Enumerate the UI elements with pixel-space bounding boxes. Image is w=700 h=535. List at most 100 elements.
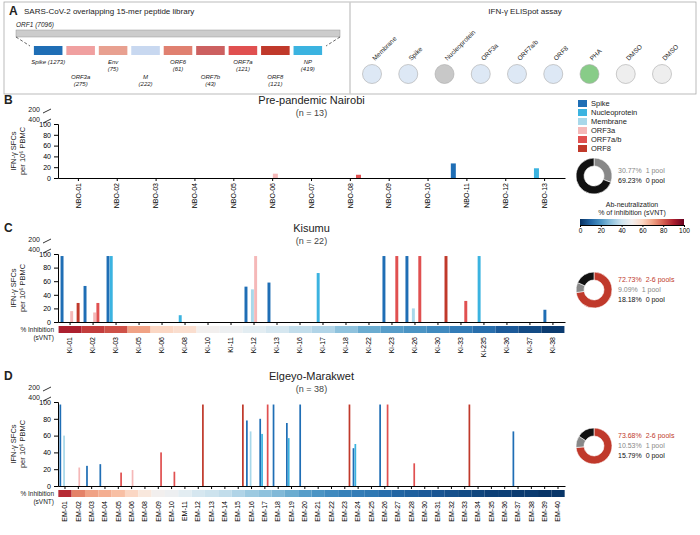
label-line: 200 xyxy=(28,106,40,113)
tick-label: Ki-16 xyxy=(296,337,303,353)
tick-label: EM-10 xyxy=(168,501,175,522)
tick-mark xyxy=(171,486,172,489)
tick-label: 0 xyxy=(47,175,51,182)
tick-label: EM-23 xyxy=(341,501,348,522)
bar xyxy=(107,178,112,179)
label-line: NP xyxy=(304,59,312,65)
svnt-cell xyxy=(98,490,111,497)
tick: 0 xyxy=(47,319,58,326)
bar xyxy=(467,486,469,487)
tick-label: EM-12 xyxy=(194,501,201,522)
tick-label: Ki-06 xyxy=(158,337,165,353)
bar xyxy=(206,486,208,487)
bar xyxy=(149,486,151,487)
tick-mark xyxy=(104,486,105,489)
bar-panel: 020406080100Ki-01Ki-02Ki-03Ki-05Ki-06Ki-… xyxy=(4,221,566,357)
bar xyxy=(368,486,370,487)
tick-label: Ki-30 xyxy=(434,337,441,353)
bar xyxy=(280,322,283,323)
tick-mark xyxy=(54,146,58,147)
bar xyxy=(63,436,65,486)
tick-mark xyxy=(139,322,140,325)
bar xyxy=(354,444,356,486)
tick-mark xyxy=(451,486,452,489)
bar xyxy=(210,486,212,487)
well-label: ORF3a xyxy=(480,42,500,62)
bar xyxy=(410,486,412,487)
bar xyxy=(462,178,467,179)
protein-label: ORF7a(121) xyxy=(233,59,253,72)
tick-label: EM-09 xyxy=(155,501,162,522)
bar xyxy=(351,178,356,179)
donut-label: 9.09% 1 pool xyxy=(618,286,661,294)
bar xyxy=(245,178,250,179)
tick-mark xyxy=(506,322,507,325)
tick-mark xyxy=(70,322,71,325)
bar xyxy=(275,486,277,487)
label-line: % Inhibition xyxy=(20,490,54,497)
bar xyxy=(456,178,461,179)
bar xyxy=(263,486,265,487)
bar xyxy=(448,486,450,487)
tick: 20 xyxy=(43,305,58,312)
panel-letter: A xyxy=(9,4,18,18)
svnt-cell xyxy=(391,490,404,497)
bar xyxy=(312,178,317,179)
bar xyxy=(501,322,504,323)
label-line: 400 xyxy=(28,116,40,123)
bar xyxy=(133,322,136,323)
axis-break-mark xyxy=(43,387,51,391)
bar xyxy=(155,486,157,487)
colorbar: Ab-neutralization% of inhibition (sVNT)0… xyxy=(579,201,691,234)
label-line: (275) xyxy=(74,81,88,87)
label-line: Ab-neutralization xyxy=(606,201,659,208)
bar xyxy=(356,486,358,487)
bar xyxy=(399,322,402,323)
bar xyxy=(208,486,210,487)
bar xyxy=(306,178,311,179)
bar xyxy=(530,322,533,323)
donut-slice xyxy=(578,272,594,286)
bar xyxy=(231,322,234,323)
tick-mark xyxy=(491,486,492,489)
bar xyxy=(379,178,384,179)
donut-label: 72.73% 2-6 pools xyxy=(618,276,675,284)
svnt-cell xyxy=(258,490,271,497)
bar xyxy=(421,486,423,487)
bar xyxy=(326,486,328,487)
axis-break-label: 200 xyxy=(28,384,40,391)
tick-mark xyxy=(277,322,278,325)
tick-label: EM-30 xyxy=(421,501,428,522)
tick-mark xyxy=(162,322,163,325)
svnt-cell xyxy=(151,326,174,333)
bar xyxy=(132,470,134,486)
bar xyxy=(101,486,103,487)
bar xyxy=(109,486,111,487)
tick-mark xyxy=(156,178,157,181)
tick-label: NBO-10 xyxy=(424,183,431,208)
bar xyxy=(318,486,320,487)
bar xyxy=(366,322,369,323)
well-label: DMSO xyxy=(661,43,680,62)
bar xyxy=(366,486,368,487)
tick-mark xyxy=(54,402,58,403)
x-axis: NBO-01NBO-02NBO-03NBO-04NBO-05NBO-06NBO-… xyxy=(59,178,566,208)
bar xyxy=(162,178,167,179)
tick-label: EM-13 xyxy=(208,501,215,522)
legend-label: ORF3a xyxy=(591,126,616,135)
bar xyxy=(507,486,509,487)
tick-mark xyxy=(54,178,58,179)
tick: 40 xyxy=(43,153,58,160)
tick: NBO-08 xyxy=(347,178,354,208)
svnt-cell xyxy=(205,490,218,497)
tick-label: EM-32 xyxy=(448,501,455,522)
bar xyxy=(96,303,99,322)
bar xyxy=(107,256,110,322)
bar xyxy=(353,448,355,486)
tick-label: EM-20 xyxy=(301,501,308,522)
tick-label: EM-11 xyxy=(181,501,188,521)
tick-label: Ki-02 xyxy=(89,337,96,353)
bars xyxy=(61,256,547,322)
well-label: Membrane xyxy=(371,35,398,62)
bar xyxy=(123,178,128,179)
